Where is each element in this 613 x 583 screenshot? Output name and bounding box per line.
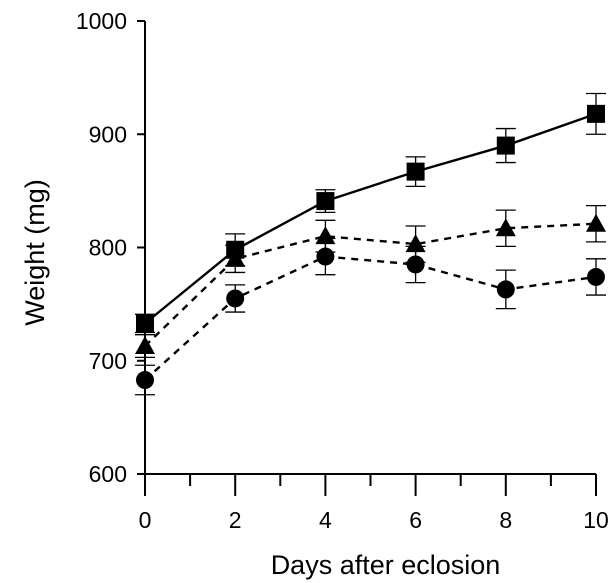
data-point-triangle — [586, 213, 606, 232]
data-point-square — [587, 104, 605, 123]
x-axis-title: Days after eclosion — [271, 550, 501, 580]
data-point-circle — [136, 371, 154, 390]
series-line — [144, 112, 597, 325]
x-tick-label: 2 — [229, 507, 242, 533]
data-point-triangle — [495, 218, 516, 237]
data-point-square — [136, 314, 154, 333]
data-point-square — [406, 162, 425, 181]
series-line — [144, 222, 597, 347]
data-point-triangle — [315, 226, 336, 245]
y-tick-label: 700 — [89, 348, 127, 374]
x-tick-label: 4 — [319, 507, 332, 533]
y-ticks: 600 700 800 900 1000 — [76, 8, 145, 487]
x-tick-label: 8 — [499, 507, 512, 533]
y-tick-label: 900 — [89, 121, 127, 147]
x-tick-label: 6 — [409, 507, 422, 533]
series-layer — [135, 92, 606, 396]
data-point-circle — [587, 267, 605, 286]
y-axis-title: Weight (mg) — [20, 179, 50, 326]
data-point-square — [316, 192, 335, 211]
data-point-triangle — [405, 234, 426, 253]
data-point-circle — [406, 255, 425, 274]
y-tick-label: 600 — [89, 461, 127, 487]
data-point-circle — [226, 289, 245, 308]
x-tick-label: 10 — [583, 507, 609, 533]
data-point-circle — [316, 247, 335, 266]
series-square — [135, 92, 606, 334]
series-line — [144, 255, 597, 381]
y-tick-label: 1000 — [76, 8, 127, 34]
data-point-square — [496, 136, 515, 155]
x-ticks: 0 2 4 6 8 10 — [139, 474, 609, 533]
data-point-triangle — [135, 336, 155, 355]
series-circle — [135, 237, 606, 396]
x-tick-label: 0 — [139, 507, 152, 533]
series-triangle — [135, 204, 606, 359]
data-point-circle — [496, 280, 515, 299]
y-tick-label: 800 — [89, 235, 127, 261]
data-point-triangle — [225, 248, 246, 267]
axes — [144, 21, 596, 496]
